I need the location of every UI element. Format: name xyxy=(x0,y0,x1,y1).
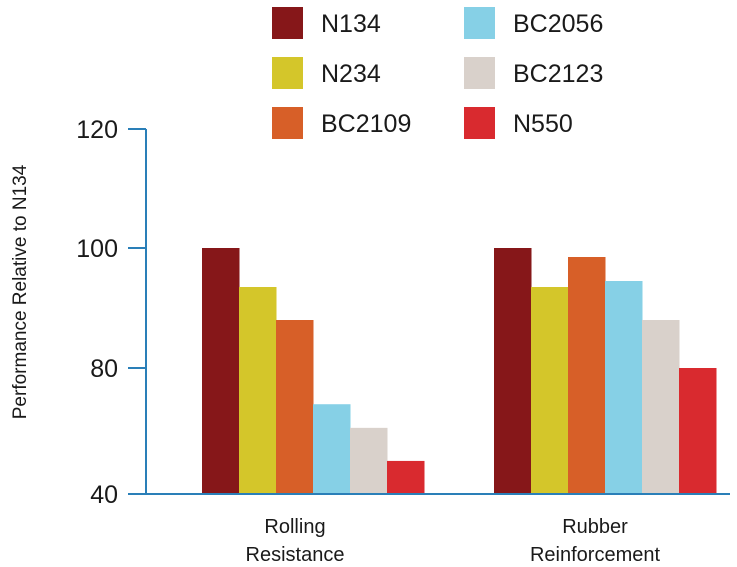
legend-swatch-bc2109 xyxy=(272,107,303,139)
y-tick-label-100: 100 xyxy=(76,235,118,263)
y-axis-label: Performance Relative to N134 xyxy=(10,164,31,419)
bar-bc2123-rubber-reinforcement xyxy=(642,320,680,494)
legend-label-n234: N234 xyxy=(321,60,381,88)
category-label-1-line-1: Reinforcement xyxy=(530,544,661,566)
category-label-0-line-1: Resistance xyxy=(246,544,345,566)
legend-swatch-bc2056 xyxy=(464,7,495,39)
legend-swatch-n234 xyxy=(272,57,303,89)
bar-n134-rubber-reinforcement xyxy=(494,248,532,494)
bar-bc2109-rubber-reinforcement xyxy=(568,257,606,494)
legend-swatch-n134 xyxy=(272,7,303,39)
legend-swatch-n550 xyxy=(464,107,495,139)
legend-label-bc2056: BC2056 xyxy=(513,10,603,38)
category-label-1-line-0: Rubber xyxy=(562,516,628,538)
y-tick-label-80: 80 xyxy=(90,355,118,383)
y-tick-label-40: 40 xyxy=(90,481,118,509)
category-label-0-line-0: Rolling xyxy=(264,516,325,538)
legend-swatch-bc2123 xyxy=(464,57,495,89)
bar-n550-rubber-reinforcement xyxy=(679,368,717,494)
bar-bc2056-rolling-resistance xyxy=(313,404,351,494)
y-tick-label-120: 120 xyxy=(76,116,118,144)
bar-n134-rolling-resistance xyxy=(202,248,240,494)
bar-bc2056-rubber-reinforcement xyxy=(605,281,643,494)
legend-label-n134: N134 xyxy=(321,10,381,38)
y-ticks: 40 80 100 120 xyxy=(76,116,146,509)
bar-bc2109-rolling-resistance xyxy=(276,320,314,494)
bar-bc2123-rolling-resistance xyxy=(350,427,388,494)
bars xyxy=(202,248,717,494)
legend: N134 N234 BC2109 BC2056 BC2123 N550 xyxy=(272,7,603,139)
axes xyxy=(145,129,730,495)
legend-label-bc2123: BC2123 xyxy=(513,60,603,88)
bar-n234-rubber-reinforcement xyxy=(531,287,569,494)
legend-label-bc2109: BC2109 xyxy=(321,110,411,138)
bar-n234-rolling-resistance xyxy=(239,287,277,494)
category-labels: Rolling Resistance Rubber Reinforcement xyxy=(246,516,661,566)
legend-label-n550: N550 xyxy=(513,110,573,138)
bar-n550-rolling-resistance xyxy=(387,460,425,494)
